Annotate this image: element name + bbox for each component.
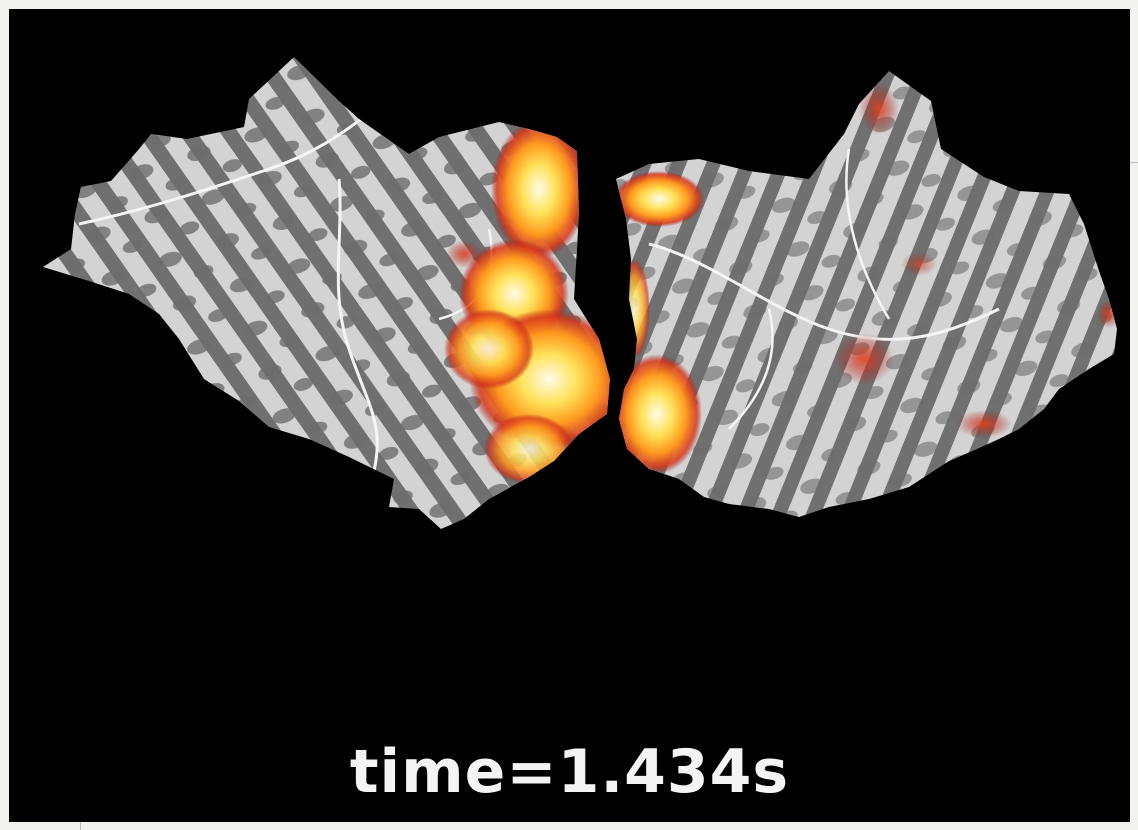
frame-tick bbox=[80, 822, 81, 830]
flatmap-render bbox=[43, 57, 1117, 529]
left-hemisphere bbox=[43, 57, 610, 529]
brain-viewer: time=1.434s bbox=[9, 9, 1130, 822]
time-label: time=1.434s bbox=[349, 737, 790, 807]
right-hemisphere bbox=[616, 71, 1117, 517]
frame-tick bbox=[1130, 162, 1138, 163]
